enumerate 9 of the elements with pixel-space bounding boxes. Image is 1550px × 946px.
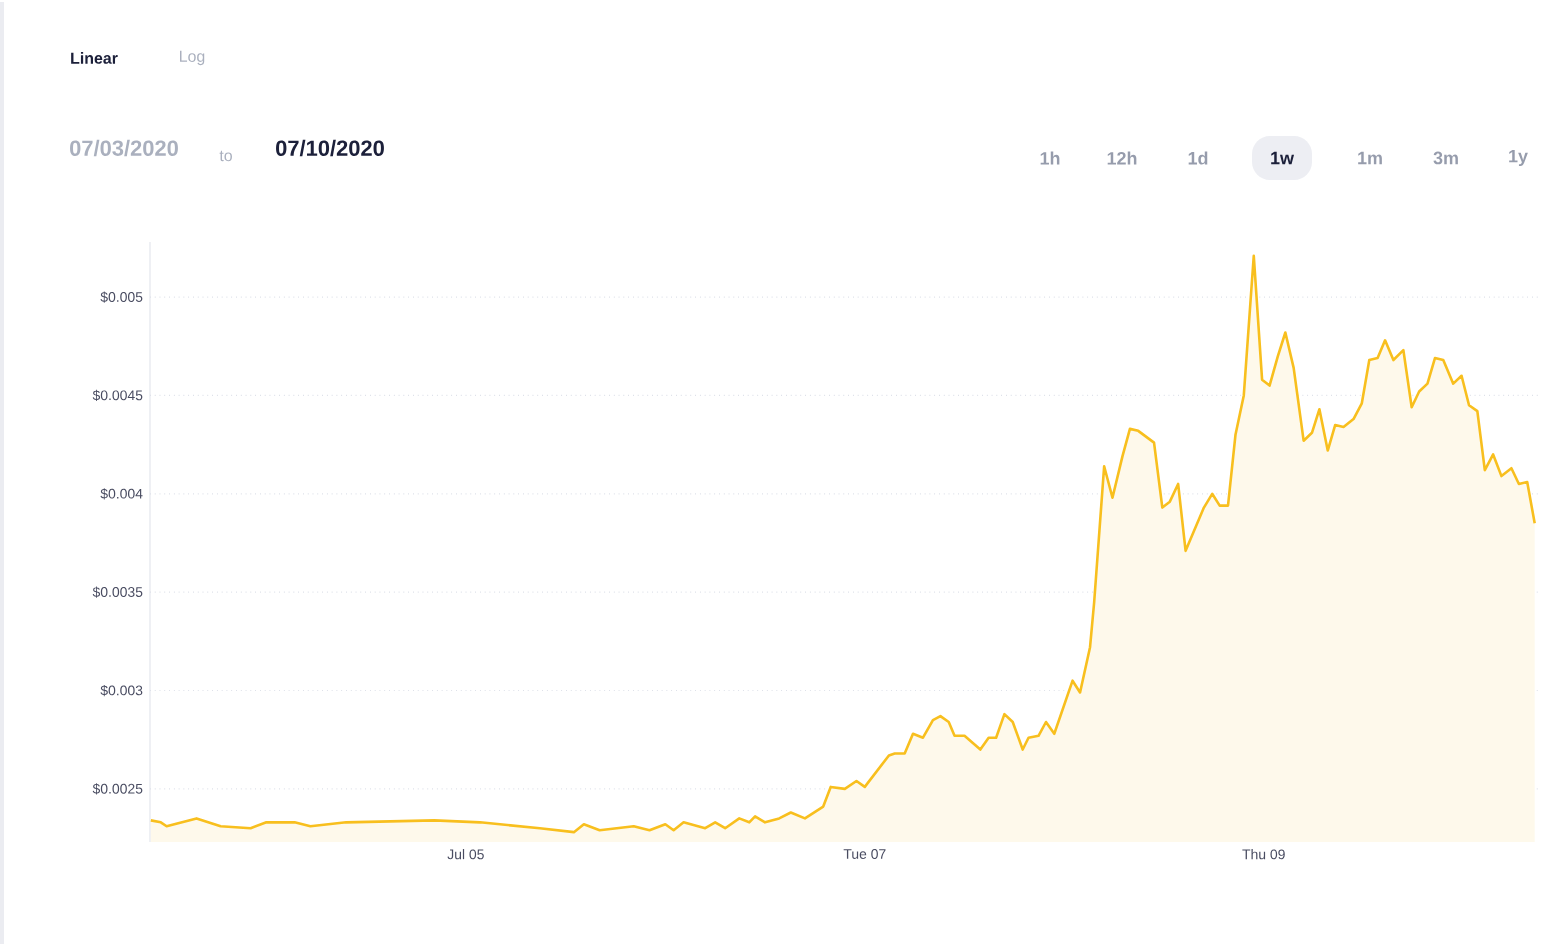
text: 1y: [1509, 149, 1528, 167]
text: 07/10/2020: [276, 139, 384, 157]
text: 1m: [1358, 151, 1382, 165]
text: 1w: [1271, 151, 1295, 165]
text: 12h: [1107, 151, 1137, 165]
text: 1d: [1188, 151, 1208, 165]
text: 3m: [1433, 151, 1458, 165]
text: 1h: [1040, 151, 1060, 165]
text: 07/03/2020: [70, 139, 178, 157]
